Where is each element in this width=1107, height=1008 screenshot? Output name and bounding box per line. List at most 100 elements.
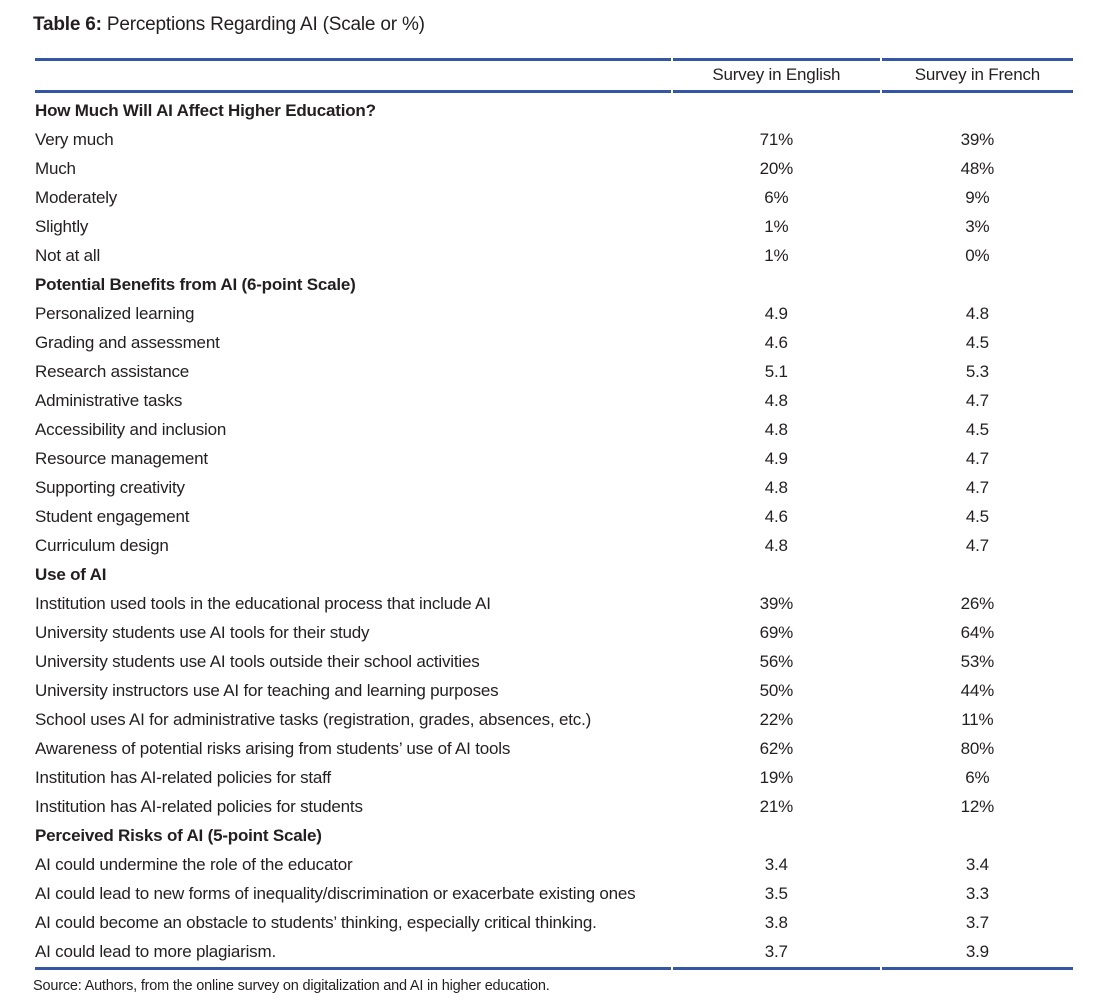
row-label: Slightly <box>35 217 89 236</box>
section-label: Use of AI <box>35 565 107 584</box>
row-label: Personalized learning <box>35 304 195 323</box>
row-label: Grading and assessment <box>35 333 220 352</box>
table-caption: Table 6: Perceptions Regarding AI (Scale… <box>33 13 1075 37</box>
section-label: Potential Benefits from AI (6-point Scal… <box>35 275 356 294</box>
table-row: Institution has AI-related policies for … <box>35 763 1073 792</box>
table-row: Administrative tasks 4.8 4.7 <box>35 386 1073 415</box>
row-label: Resource management <box>35 449 208 468</box>
row-label: AI could undermine the role of the educa… <box>35 855 353 874</box>
value-english: 1% <box>764 217 789 236</box>
table-row: Very much 71% 39% <box>35 125 1073 154</box>
table-row: Institution has AI-related policies for … <box>35 792 1073 821</box>
value-french: 39% <box>960 130 995 149</box>
table-row: Awareness of potential risks arising fro… <box>35 734 1073 763</box>
header-row: Survey in English Survey in French <box>35 58 1073 93</box>
row-label: Administrative tasks <box>35 391 183 410</box>
value-english: 50% <box>759 681 794 700</box>
value-french: 0% <box>965 246 990 265</box>
row-label: University instructors use AI for teachi… <box>35 681 499 700</box>
row-label: Not at all <box>35 246 101 265</box>
column-header-french: Survey in French <box>881 58 1073 93</box>
table-row: Research assistance 5.1 5.3 <box>35 357 1073 386</box>
table-row: Personalized learning 4.9 4.8 <box>35 299 1073 328</box>
row-label: Institution has AI-related policies for … <box>35 768 331 787</box>
section-row: How Much Will AI Affect Higher Education… <box>35 93 1073 125</box>
section-row: Use of AI <box>35 560 1073 589</box>
table-row: AI could lead to more plagiarism. 3.7 3.9 <box>35 937 1073 970</box>
value-english: 3.8 <box>764 913 788 932</box>
value-english: 69% <box>759 623 794 642</box>
value-french: 9% <box>965 188 990 207</box>
table-row: Not at all 1% 0% <box>35 241 1073 270</box>
value-french: 64% <box>960 623 995 642</box>
value-english: 4.6 <box>764 507 788 526</box>
value-english: 4.8 <box>764 391 788 410</box>
table-row: Institution used tools in the educationa… <box>35 589 1073 618</box>
value-french: 44% <box>960 681 995 700</box>
value-english: 39% <box>759 594 794 613</box>
value-english: 6% <box>764 188 789 207</box>
value-english: 3.7 <box>672 937 880 970</box>
value-french: 4.7 <box>965 449 989 468</box>
row-label: Much <box>35 159 76 178</box>
row-label: AI could become an obstacle to students’… <box>35 913 597 932</box>
table-row: AI could undermine the role of the educa… <box>35 850 1073 879</box>
value-english: 21% <box>759 797 794 816</box>
value-french: 4.5 <box>965 420 989 439</box>
value-english: 22% <box>759 710 794 729</box>
table-title-text: Perceptions Regarding AI (Scale or %) <box>106 14 425 35</box>
section-row: Perceived Risks of AI (5-point Scale) <box>35 821 1073 850</box>
table-row: Student engagement 4.6 4.5 <box>35 502 1073 531</box>
row-label: Awareness of potential risks arising fro… <box>35 739 511 758</box>
value-french: 3.9 <box>881 937 1073 970</box>
row-label: Accessibility and inclusion <box>35 420 227 439</box>
table-row: Resource management 4.9 4.7 <box>35 444 1073 473</box>
perceptions-table: Survey in English Survey in French How M… <box>33 58 1075 970</box>
value-french: 3.4 <box>965 855 989 874</box>
value-english: 3.5 <box>764 884 788 903</box>
value-english: 5.1 <box>764 362 788 381</box>
table-row: Grading and assessment 4.6 4.5 <box>35 328 1073 357</box>
table-row: Supporting creativity 4.8 4.7 <box>35 473 1073 502</box>
value-french: 11% <box>961 710 994 729</box>
value-english: 4.9 <box>764 449 788 468</box>
row-label: Research assistance <box>35 362 189 381</box>
table-row: University students use AI tools outside… <box>35 647 1073 676</box>
value-french: 3% <box>965 217 990 236</box>
value-french: 4.7 <box>965 478 989 497</box>
value-english: 71% <box>759 130 794 149</box>
value-french: 3.3 <box>965 884 989 903</box>
table-body: How Much Will AI Affect Higher Education… <box>35 93 1073 970</box>
row-label: AI could lead to new forms of inequality… <box>35 884 636 903</box>
table-row: University instructors use AI for teachi… <box>35 676 1073 705</box>
value-french: 53% <box>960 652 995 671</box>
value-french: 4.7 <box>965 391 989 410</box>
row-label: AI could lead to more plagiarism. <box>35 937 671 970</box>
value-french: 4.5 <box>965 507 989 526</box>
row-label: Moderately <box>35 188 118 207</box>
value-french: 3.7 <box>965 913 989 932</box>
row-label: Very much <box>35 130 114 149</box>
value-english: 4.6 <box>764 333 788 352</box>
value-english: 4.8 <box>764 420 788 439</box>
table-number: Table 6: <box>33 14 102 35</box>
section-label: How Much Will AI Affect Higher Education… <box>35 101 376 120</box>
table-row: Curriculum design 4.8 4.7 <box>35 531 1073 560</box>
source-note: Source: Authors, from the online survey … <box>33 978 550 994</box>
table-row: School uses AI for administrative tasks … <box>35 705 1073 734</box>
value-english: 3.4 <box>764 855 788 874</box>
value-english: 4.8 <box>764 478 788 497</box>
value-english: 4.8 <box>764 536 788 555</box>
row-label: Student engagement <box>35 507 190 526</box>
value-french: 4.7 <box>965 536 989 555</box>
value-english: 20% <box>759 159 794 178</box>
column-header-english: Survey in English <box>672 58 880 93</box>
row-label: University students use AI tools outside… <box>35 652 480 671</box>
value-french: 4.5 <box>965 333 989 352</box>
table-row: Accessibility and inclusion 4.8 4.5 <box>35 415 1073 444</box>
value-french: 48% <box>960 159 995 178</box>
row-label: Institution used tools in the educationa… <box>35 594 491 613</box>
value-english: 62% <box>759 739 794 758</box>
row-label: School uses AI for administrative tasks … <box>35 710 592 729</box>
